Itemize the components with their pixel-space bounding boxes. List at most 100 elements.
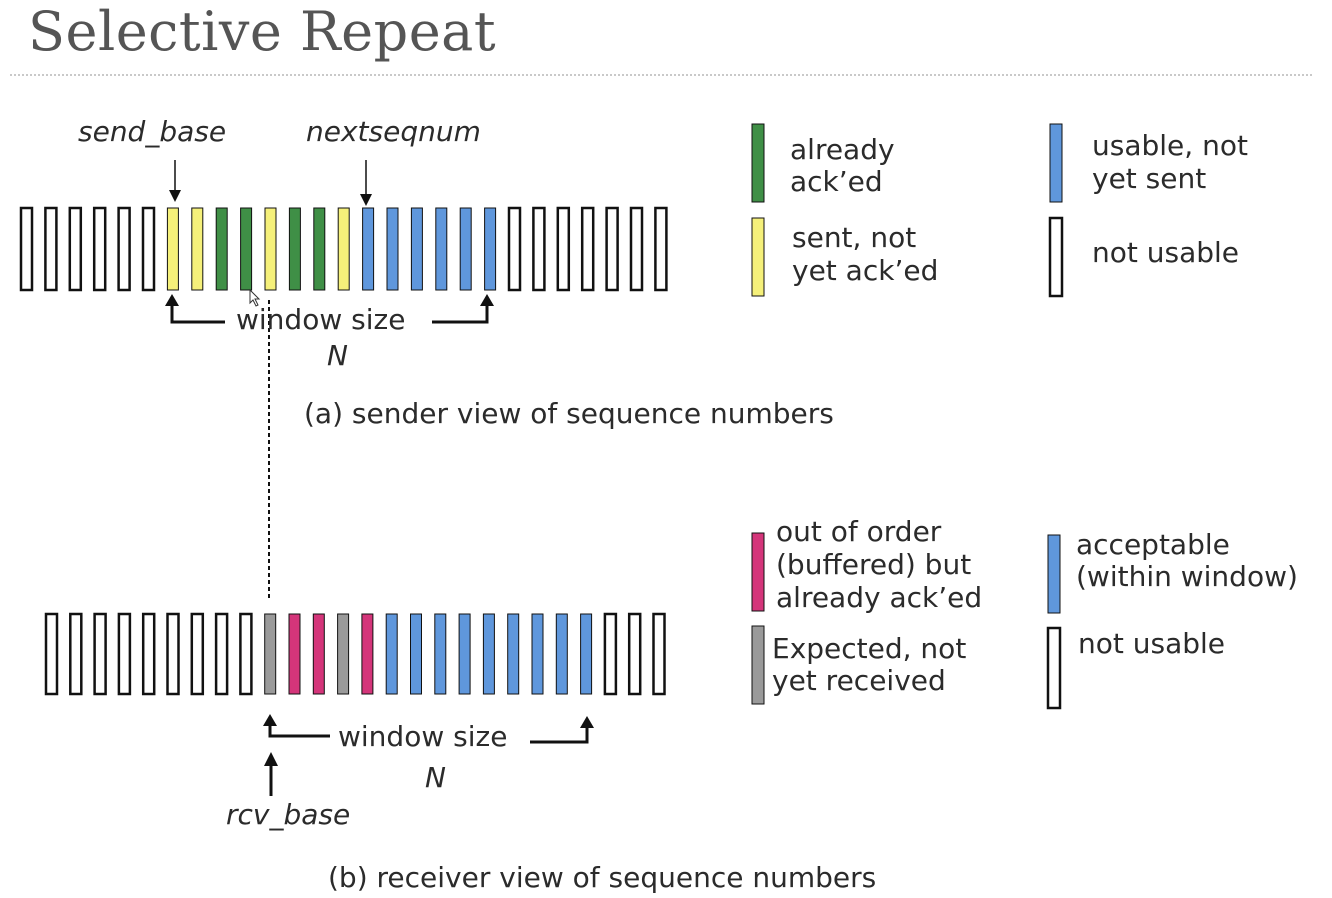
receiver-cell-not-usable (44, 612, 59, 696)
sender-cell-not-usable (654, 206, 668, 292)
legend-usable-not-sent-line1: usable, not (1092, 129, 1248, 162)
legend-out-of-order-line1: out of order (776, 515, 942, 548)
sender-cell-not-usable (44, 206, 58, 292)
receiver-cell-not-usable (239, 612, 253, 696)
sender-cell-usable-not-sent (410, 207, 423, 291)
sender-cell-not-usable (92, 206, 107, 292)
receiver-cell-out-of-order (312, 613, 325, 695)
sender-cell-usable-not-sent (459, 207, 472, 291)
receiver-cell-not-usable (214, 612, 229, 696)
sender-n-label: N (327, 339, 348, 372)
receiver-cell-acceptable (410, 613, 422, 695)
receiver-cell-not-usable (190, 612, 205, 696)
sender-caption: (a) sender view of sequence numbers (304, 397, 834, 430)
legend-not-usable-receiver: not usable (1078, 627, 1226, 660)
legend-acceptable-line2: (within window) (1076, 560, 1298, 593)
mouse-cursor-icon (249, 288, 261, 307)
legend-sent-not-acked-line1: sent, not (792, 221, 917, 254)
sender-cell-usable-not-sent (484, 207, 497, 291)
sender-window-bracket-left-head (165, 294, 179, 306)
receiver-cell-not-usable (141, 612, 156, 696)
sender-cell-not-usable (68, 206, 83, 292)
sender-cell-already-acked (313, 207, 326, 291)
sender-cell-already-acked (240, 207, 253, 291)
legend-already-acked-line1: already (790, 133, 895, 166)
legend-expected-line1: Expected, not (772, 632, 967, 665)
sender-cell-usable-not-sent (362, 207, 375, 291)
receiver-cell-not-usable (627, 612, 642, 696)
sender-cell-already-acked (215, 207, 228, 291)
legend-usable-not-sent-line2: yet sent (1092, 162, 1207, 195)
receiver-cell-acceptable (580, 613, 593, 695)
legend-expected-line2: yet received (772, 664, 946, 697)
sender-cell-not-usable (141, 206, 156, 292)
legend-swatch-out-of-order (751, 532, 765, 612)
sender-cell-sent-not-acked (191, 207, 204, 291)
sender-cell-not-usable (556, 206, 571, 292)
receiver-cell-not-usable (603, 612, 618, 696)
receiver-cell-acceptable (482, 613, 495, 695)
receiver-window-bracket-left (268, 726, 330, 738)
sender-cell-sent-not-acked (264, 207, 277, 291)
rcv-base-label: rcv_base (226, 798, 351, 831)
receiver-caption: (b) receiver view of sequence numbers (328, 861, 877, 894)
receiver-cell-acceptable (531, 613, 544, 695)
legend-swatch-acceptable (1047, 534, 1061, 614)
title-divider (10, 74, 1312, 76)
receiver-window-bracket-right-head (580, 716, 594, 728)
legend-swatch-sent-not-acked (751, 217, 765, 297)
receiver-cell-not-usable (69, 612, 83, 696)
legend-swatch-expected (751, 625, 765, 705)
legend-sent-not-acked-line2: yet ack’ed (792, 254, 939, 287)
receiver-cell-not-usable (166, 612, 180, 696)
receiver-cell-acceptable (507, 613, 520, 695)
receiver-sequence-cells (44, 612, 666, 696)
sender-window-bracket-left (170, 306, 225, 324)
slide-title: Selective Repeat (28, 0, 497, 63)
sender-sequence-cells (19, 206, 668, 292)
sender-window-bracket-right-head (480, 294, 494, 306)
receiver-cell-expected (337, 613, 350, 695)
sender-cell-not-usable (117, 206, 131, 292)
sender-cell-not-usable (605, 206, 619, 292)
receiver-window-bracket-left-head (263, 714, 277, 726)
sender-cell-not-usable (580, 206, 595, 292)
legend-not-usable-sender: not usable (1092, 236, 1240, 269)
sender-window-bracket-right (432, 306, 489, 324)
sender-cell-usable-not-sent (386, 207, 399, 291)
receiver-cell-out-of-order (288, 613, 301, 695)
sender-cell-not-usable (507, 206, 522, 292)
receiver-cell-acceptable (458, 613, 471, 695)
receiver-cell-acceptable (434, 613, 447, 695)
sender-cell-already-acked (288, 207, 301, 291)
receiver-cell-not-usable (93, 612, 107, 696)
receiver-cell-not-usable (652, 612, 666, 696)
receiver-cell-acceptable (385, 613, 398, 695)
legend-out-of-order-line2: (buffered) but (776, 548, 972, 581)
legend-swatch-already-acked (751, 123, 765, 203)
legend-swatch-usable-not-sent (1049, 123, 1063, 203)
sender-cell-sent-not-acked (337, 207, 350, 291)
legend-already-acked-line2: ack’ed (790, 165, 883, 198)
receiver-window-bracket-right (530, 728, 589, 744)
sender-cell-sent-not-acked (166, 207, 179, 291)
rcv-base-arrow-head (264, 752, 278, 766)
sender-cell-not-usable (532, 206, 546, 292)
legend-acceptable-line1: acceptable (1076, 528, 1230, 561)
receiver-cell-not-usable (117, 612, 132, 696)
receiver-n-label: N (425, 761, 446, 794)
legend-swatch-not-usable-receiver (1046, 626, 1062, 710)
legend-out-of-order-line3: already ack’ed (776, 581, 983, 614)
send-base-label: send_base (78, 115, 227, 148)
nextseqnum-label: nextseqnum (306, 115, 481, 148)
receiver-cell-expected (264, 613, 277, 695)
receiver-cell-acceptable (555, 613, 568, 695)
legend-swatch-not-usable-sender (1048, 216, 1064, 298)
sender-cell-not-usable (19, 206, 34, 292)
receiver-cell-out-of-order (361, 613, 374, 695)
sender-cell-usable-not-sent (435, 207, 448, 291)
receiver-window-label: window size (338, 720, 508, 753)
sender-cell-not-usable (629, 206, 644, 292)
sender-window-label: window size (236, 303, 406, 336)
